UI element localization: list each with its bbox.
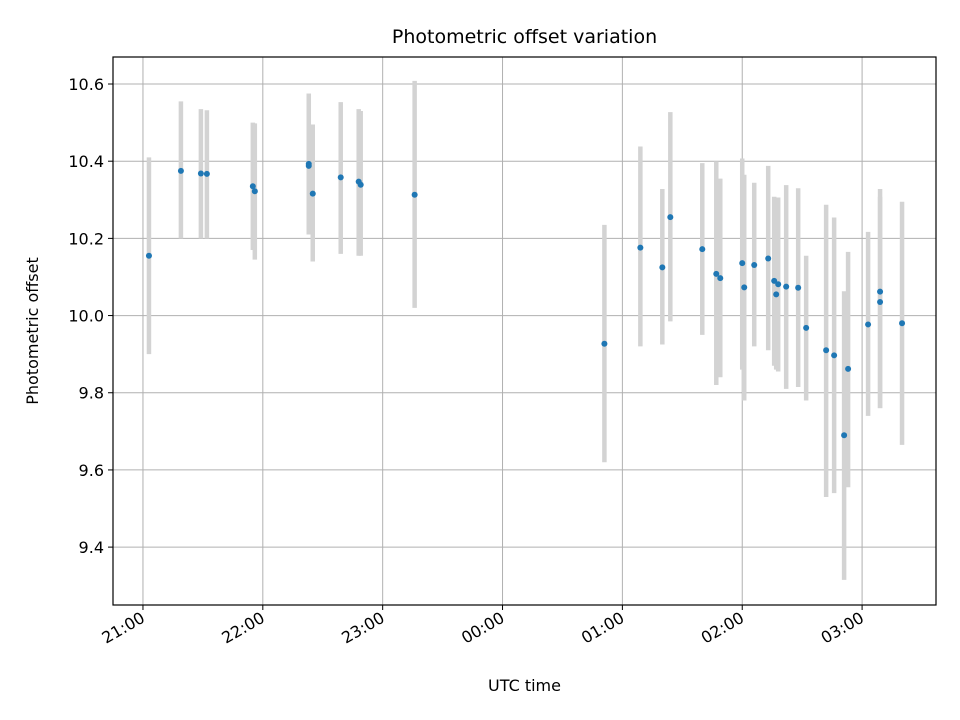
x-tick-label: 23:00	[338, 608, 387, 648]
data-point	[841, 432, 848, 439]
data-point	[823, 347, 830, 354]
data-point	[357, 181, 364, 188]
data-point	[601, 340, 608, 347]
data-point	[411, 191, 418, 198]
error-bars	[146, 80, 905, 580]
data-point	[877, 288, 884, 295]
data-point	[775, 281, 782, 288]
y-tick-label: 10.4	[68, 152, 104, 171]
data-point	[899, 320, 906, 327]
data-point	[739, 260, 746, 267]
plot-frame	[112, 56, 937, 606]
data-point	[203, 170, 210, 177]
data-point	[773, 291, 780, 298]
data-point	[865, 321, 872, 328]
x-axis-title: UTC time	[488, 676, 561, 695]
data-point	[305, 162, 312, 169]
x-tick-label: 01:00	[578, 608, 627, 648]
data-point	[659, 264, 666, 271]
data-point	[741, 284, 748, 291]
data-point	[309, 190, 316, 197]
x-axis-ticks: 21:00 22:00 23:00 00:00 01:00 02:00 03:00	[99, 605, 867, 648]
data-point	[803, 324, 810, 331]
data-point	[751, 262, 758, 269]
data-point	[145, 252, 152, 259]
x-tick-label: 03:00	[818, 608, 867, 648]
grid	[113, 57, 936, 605]
data-point	[877, 299, 884, 306]
x-tick-label: 00:00	[458, 608, 507, 648]
y-tick-label: 10.6	[68, 75, 104, 94]
y-axis-ticks: 9.4 9.6 9.8 10.0 10.2 10.4 10.6	[68, 75, 113, 557]
data-point	[251, 188, 258, 195]
data-point	[637, 244, 644, 251]
data-point	[249, 183, 256, 190]
data-point	[713, 270, 720, 277]
x-tick-label: 02:00	[698, 608, 747, 648]
data-point	[699, 246, 706, 253]
y-tick-label: 10.2	[68, 229, 104, 248]
data-point	[795, 284, 802, 291]
x-tick-label: 22:00	[218, 608, 267, 648]
data-point	[337, 174, 344, 181]
y-axis-title: Photometric offset	[23, 257, 42, 405]
y-tick-label: 9.6	[79, 461, 104, 480]
data-point	[177, 167, 184, 174]
y-tick-label: 9.4	[79, 538, 104, 557]
x-tick-label: 21:00	[99, 608, 148, 648]
data-point	[667, 214, 674, 221]
data-point	[783, 283, 790, 290]
data-point	[765, 255, 772, 262]
y-tick-label: 10.0	[68, 307, 104, 326]
data-point	[845, 365, 852, 372]
data-point	[831, 352, 838, 359]
data-point	[771, 277, 778, 284]
y-tick-label: 9.8	[79, 384, 104, 403]
data-point	[197, 170, 204, 177]
data-point	[717, 275, 724, 282]
data-points	[145, 160, 906, 439]
chart-title: Photometric offset variation	[392, 26, 657, 48]
